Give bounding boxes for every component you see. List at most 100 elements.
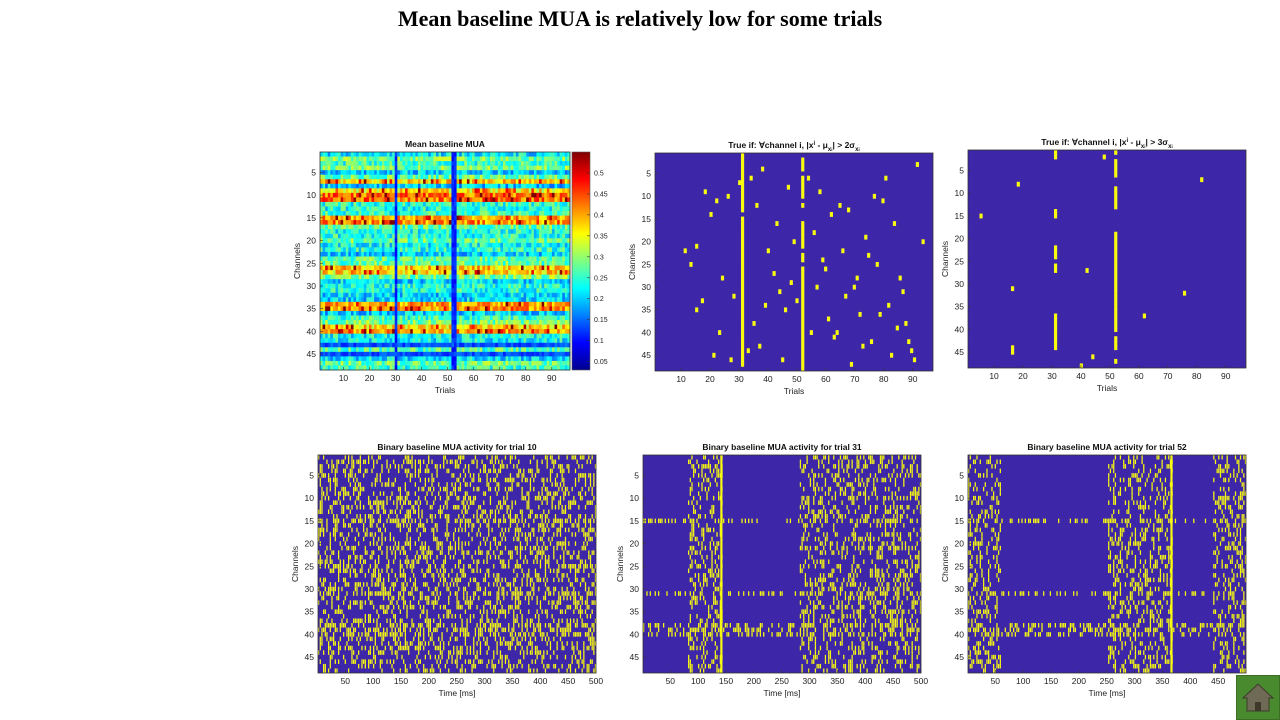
heat-cell — [377, 279, 380, 284]
heat-cell — [384, 207, 387, 212]
heat-cell — [531, 302, 534, 307]
heat-cell — [526, 157, 529, 162]
heat-cell — [400, 211, 403, 216]
heat-cell — [374, 157, 377, 162]
heat-cell — [377, 225, 380, 230]
heat-cell — [413, 343, 416, 348]
heat-cell — [477, 288, 480, 293]
heat-cell — [531, 193, 534, 198]
event-cell — [727, 194, 730, 199]
heat-cell — [387, 329, 390, 334]
heat-cell — [428, 179, 431, 184]
heat-cell — [423, 343, 426, 348]
heat-cell — [493, 338, 496, 343]
chart-title: True if: ∀channel i, |xi - μxi| > 3σxi — [1041, 137, 1172, 150]
heat-cell — [335, 256, 338, 261]
event-cell — [821, 257, 824, 262]
heat-cell — [374, 297, 377, 302]
heat-cell — [547, 179, 550, 184]
heat-cell — [390, 306, 393, 311]
heat-cell — [521, 161, 524, 166]
heat-cell — [560, 202, 563, 207]
heat-cell — [493, 279, 496, 284]
heat-cell — [439, 356, 442, 361]
heat-cell — [392, 275, 395, 280]
heat-cell — [482, 356, 485, 361]
heat-cell — [428, 184, 431, 189]
heat-cell — [372, 365, 375, 370]
heat-cell — [346, 193, 349, 198]
heat-cell — [374, 161, 377, 166]
heat-cell — [343, 188, 346, 193]
heat-cell — [415, 288, 418, 293]
heat-cell — [366, 352, 369, 357]
heat-cell — [323, 361, 326, 366]
heat-cell — [328, 356, 331, 361]
heat-cell — [377, 352, 380, 357]
event-cell — [801, 162, 804, 167]
heat-cell — [441, 256, 444, 261]
heat-cell — [565, 256, 568, 261]
heat-cell — [562, 279, 565, 284]
heat-cell — [493, 334, 496, 339]
heat-cell — [415, 343, 418, 348]
heat-cell — [384, 356, 387, 361]
heat-cell — [503, 238, 506, 243]
heat-cell — [433, 175, 436, 180]
heat-cell — [384, 220, 387, 225]
heat-cell — [562, 238, 565, 243]
heat-cell — [475, 329, 478, 334]
heat-cell — [395, 293, 398, 298]
heat-cell — [495, 365, 498, 370]
heat-cell — [423, 266, 426, 271]
heat-cell — [462, 347, 465, 352]
heat-cell — [459, 229, 462, 234]
heat-cell — [529, 216, 532, 221]
heat-cell — [439, 320, 442, 325]
heat-cell — [361, 225, 364, 230]
heat-cell — [369, 284, 372, 289]
heat-cell — [467, 256, 470, 261]
heat-cell — [359, 347, 362, 352]
event-cell — [801, 289, 804, 294]
heat-cell — [433, 261, 436, 266]
heat-cell — [454, 293, 457, 298]
heat-cell — [377, 334, 380, 339]
heat-cell — [364, 175, 367, 180]
heat-cell — [423, 179, 426, 184]
heat-cell — [379, 170, 382, 175]
heat-cell — [428, 302, 431, 307]
heat-cell — [441, 207, 444, 212]
heat-cell — [387, 256, 390, 261]
event-cell — [1054, 150, 1057, 155]
heat-cell — [433, 157, 436, 162]
heat-cell — [413, 229, 416, 234]
heat-cell — [451, 188, 454, 193]
heat-cell — [343, 320, 346, 325]
heat-cell — [364, 252, 367, 257]
heat-cell — [469, 320, 472, 325]
heat-cell — [542, 279, 545, 284]
heat-cell — [451, 179, 454, 184]
heat-cell — [431, 266, 434, 271]
heat-cell — [400, 193, 403, 198]
heat-cell — [390, 275, 393, 280]
heat-cell — [356, 302, 359, 307]
event-cell — [801, 348, 804, 353]
heat-cell — [390, 193, 393, 198]
heat-cell — [369, 256, 372, 261]
heat-cell — [454, 166, 457, 171]
heat-cell — [469, 193, 472, 198]
heat-cell — [431, 356, 434, 361]
heat-cell — [436, 247, 439, 252]
heat-cell — [364, 243, 367, 248]
event-cell — [801, 239, 804, 244]
colorbar-tick-label: 0.25 — [594, 275, 608, 282]
heat-cell — [464, 184, 467, 189]
heat-cell — [418, 207, 421, 212]
heat-cell — [413, 256, 416, 261]
heat-cell — [377, 193, 380, 198]
heat-cell — [446, 202, 449, 207]
heat-cell — [526, 225, 529, 230]
heat-cell — [493, 216, 496, 221]
